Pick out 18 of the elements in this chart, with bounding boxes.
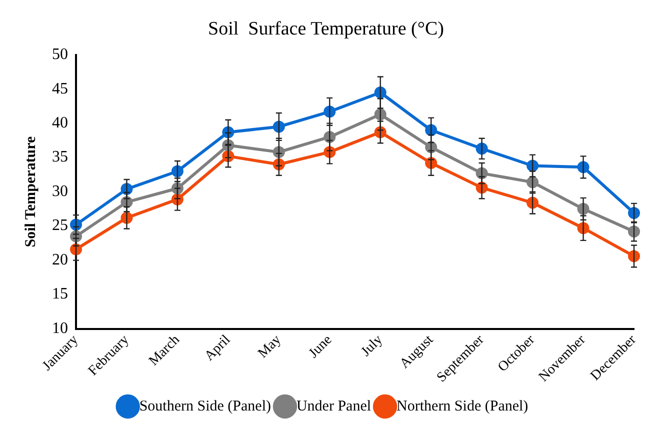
y-tick-label: 20 [52, 251, 68, 268]
y-tick-label: 25 [52, 217, 68, 234]
y-tick-label: 50 [52, 46, 68, 64]
x-tick-label: June [306, 332, 336, 362]
y-tick-label: 45 [52, 80, 68, 98]
y-axis-title: Soil Temperature [22, 136, 39, 248]
legend-label: Under Panel [296, 398, 372, 414]
y-tick-label: 10 [52, 320, 68, 337]
point [70, 243, 82, 256]
y-tick-label: 40 [52, 114, 68, 132]
y-tick-label: 15 [52, 286, 68, 303]
legend-label: Southern Side (Panel) [139, 398, 271, 414]
legend-label: Northern Side (Panel) [396, 398, 528, 414]
x-tick-label: May [256, 332, 284, 362]
chart-title: Soil Surface Temperature (°C) [208, 18, 444, 40]
y-tick-label: 35 [52, 148, 68, 166]
x-tick-label: July [358, 332, 386, 360]
y-tick-label: 30 [52, 182, 68, 200]
